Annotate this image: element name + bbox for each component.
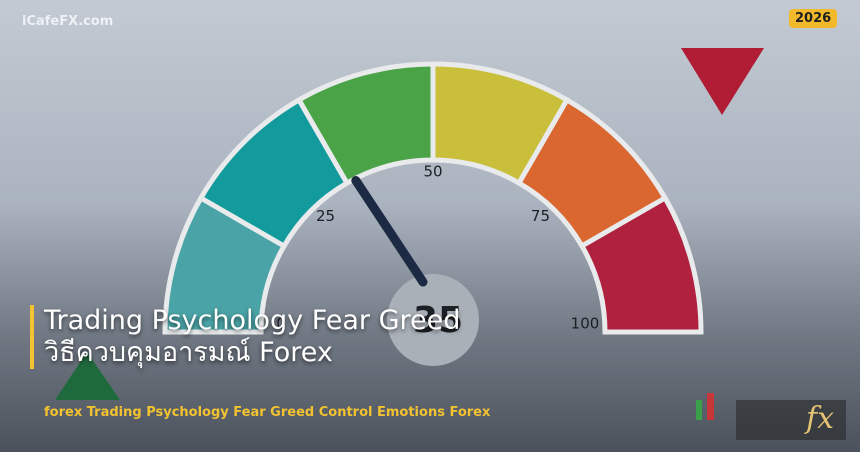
tick-label: 50 (423, 163, 442, 181)
gauge-value: 35 (413, 300, 463, 341)
site-name: iCafeFX.com (22, 14, 114, 29)
needle (351, 176, 428, 287)
up-triangle (55, 352, 120, 400)
candle (696, 400, 702, 420)
gauge-segment (578, 194, 704, 335)
logo: fx (736, 400, 846, 440)
title-thai: วิธีควบคุมอารมณ์ Forex (44, 337, 333, 368)
hub (387, 274, 479, 366)
year-badge: 2026 (789, 9, 838, 28)
tick-label: 0 (276, 315, 286, 333)
tick-label: 75 (531, 207, 550, 225)
tick-label: 100 (571, 315, 600, 333)
down-triangle (681, 48, 764, 115)
headline: Trading Psychology Fear Greed วิธีควบคุม… (30, 305, 460, 369)
candle (707, 393, 714, 420)
subtitle: forex Trading Psychology Fear Greed Cont… (44, 405, 491, 420)
tick-label: 25 (316, 207, 335, 225)
title: Trading Psychology Fear Greed (44, 305, 461, 336)
